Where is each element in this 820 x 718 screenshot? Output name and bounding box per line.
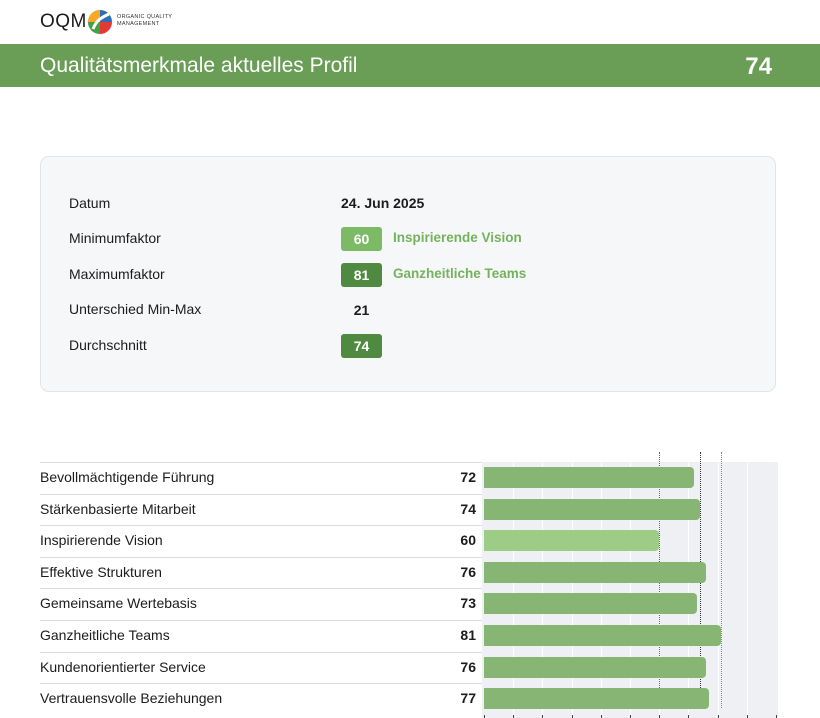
diff-label: Unterschied Min-Max — [69, 301, 202, 317]
factor-value: 73 — [460, 595, 476, 612]
top-bar: OQM ORGANIC QUALITY MANAGEMENT — [0, 0, 820, 44]
summary-card: Datum 24. Jun 2025 Minimumfaktor 60 Insp… — [40, 156, 776, 392]
factor-bar — [484, 593, 698, 615]
axis-tick — [513, 715, 515, 718]
grid-line — [600, 462, 602, 718]
axis-tick — [776, 715, 777, 718]
factor-bar — [484, 530, 660, 552]
min-factor-name: Inspirierende Vision — [393, 230, 522, 245]
max-factor-name: Ganzheitliche Teams — [393, 266, 527, 281]
page-title: Qualitätsmerkmale aktuelles Profil — [40, 54, 358, 77]
avg-badge: 74 — [341, 334, 382, 358]
axis-tick — [571, 715, 573, 718]
factor-label: Inspirierende Vision — [40, 532, 163, 549]
grid-line — [571, 462, 573, 718]
factor-row: Inspirierende Vision 60 — [40, 525, 482, 557]
brand-logo-icon — [87, 9, 113, 35]
axis-tick — [688, 715, 690, 718]
factor-row: Gemeinsame Wertebasis 73 — [40, 588, 482, 620]
factor-value: 76 — [460, 658, 476, 675]
axis-tick — [484, 715, 485, 718]
diff-value: 21 — [353, 302, 370, 318]
factor-bar — [484, 688, 709, 710]
factor-label: Kundenorientierter Service — [40, 658, 206, 675]
factor-value: 72 — [460, 469, 476, 485]
summary-row-avg: Durchschnitt 74 — [69, 334, 749, 358]
factor-value: 77 — [460, 690, 476, 707]
factor-bar — [484, 625, 721, 646]
factor-row: Bevollmächtigende Führung 72 — [40, 462, 482, 494]
summary-row-date: Datum 24. Jun 2025 — [69, 192, 749, 216]
summary-row-diff: Unterschied Min-Max 21 — [69, 298, 749, 322]
factor-bar — [484, 498, 701, 520]
factor-label: Stärkenbasierte Mitarbeit — [40, 500, 196, 517]
max-label: Maximumfaktor — [69, 266, 165, 282]
factor-value: 74 — [460, 500, 476, 517]
axis-tick — [600, 715, 602, 718]
axis-tick — [746, 715, 748, 718]
max-marker-line — [720, 452, 722, 708]
grid-line — [717, 462, 719, 718]
grid-line — [746, 462, 748, 718]
title-bar: Qualitätsmerkmale aktuelles Profil 74 — [0, 44, 820, 87]
brand-name: OQM — [40, 11, 87, 32]
factor-bar — [484, 656, 706, 678]
summary-row-max: Maximumfaktor 81 Ganzheitliche Teams — [69, 263, 749, 287]
avg-label: Durchschnitt — [69, 337, 147, 353]
axis-tick — [630, 715, 631, 718]
max-badge: 81 — [341, 263, 382, 287]
factor-label: Ganzheitliche Teams — [40, 627, 170, 643]
factor-label: Gemeinsame Wertebasis — [40, 595, 197, 612]
min-badge: 60 — [341, 227, 382, 251]
grid-line — [513, 462, 515, 718]
summary-row-min: Minimumfaktor 60 Inspirierende Vision — [69, 227, 749, 251]
factor-label: Effektive Strukturen — [40, 563, 162, 580]
factor-value: 81 — [460, 627, 476, 643]
grid-line — [630, 462, 631, 718]
factor-row: Stärkenbasierte Mitarbeit 74 — [40, 493, 482, 526]
factor-bar — [484, 561, 706, 583]
min-label: Minimumfaktor — [69, 230, 161, 246]
brand-tagline: ORGANIC QUALITY MANAGEMENT — [117, 14, 173, 27]
factor-bar — [484, 467, 695, 488]
factor-value: 76 — [460, 563, 476, 580]
axis-tick — [717, 715, 719, 718]
factor-row: Kundenorientierter Service 76 — [40, 651, 482, 684]
factor-label: Bevollmächtigende Führung — [40, 469, 215, 485]
factor-bar-chart: Bevollmächtigende Führung 72 Stärkenbasier… — [40, 452, 780, 718]
grid-line — [542, 462, 544, 718]
axis-tick — [542, 715, 544, 718]
axis-tick — [659, 715, 661, 718]
factor-row: Effektive Strukturen 76 — [40, 556, 482, 589]
grid-line — [688, 462, 690, 718]
factor-row: Vertrauensvolle Beziehungen 77 — [40, 683, 482, 715]
date-label: Datum — [69, 195, 111, 211]
date-value: 24. Jun 2025 — [341, 195, 425, 211]
factor-label: Vertrauensvolle Beziehungen — [40, 690, 223, 707]
overall-score: 74 — [745, 53, 772, 80]
factor-value: 60 — [460, 532, 476, 549]
factor-row: Ganzheitliche Teams 81 — [40, 620, 482, 652]
